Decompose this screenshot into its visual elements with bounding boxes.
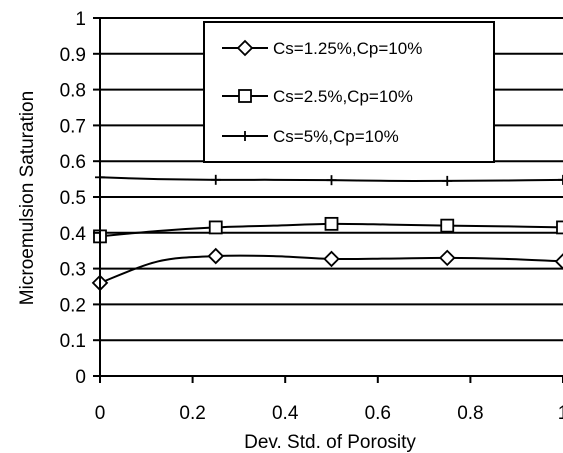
data-point [554, 253, 563, 270]
series-2 [93, 216, 563, 244]
legend-entry: Cs=2.5%,Cp=10% [222, 87, 413, 106]
axes [93, 17, 563, 383]
legend: Cs=1.25%,Cp=10% Cs=2.5%,Cp=10% Cs=5%,Cp=10… [203, 21, 495, 163]
y-tick-label: 0.7 [60, 116, 86, 137]
x-tick-label: 0 [95, 403, 106, 424]
y-tick-label: 0 [75, 367, 86, 388]
x-tick-label: 0.4 [272, 403, 299, 424]
legend-entry: Cs=1.25%,Cp=10% [222, 39, 422, 58]
legend-entries: Cs=1.25%,Cp=10% Cs=2.5%,Cp=10% Cs=5%,Cp=10… [222, 39, 422, 146]
legend-label: Cs=5%,Cp=10% [273, 127, 399, 146]
y-tick-label: 0.3 [60, 260, 86, 281]
data-point [438, 249, 456, 267]
series-3 [95, 172, 563, 186]
data-point [326, 175, 337, 186]
y-tick-label: 0.4 [60, 224, 87, 245]
y-tick-label: 0.2 [60, 295, 86, 316]
x-tick-label: 0.6 [365, 403, 391, 424]
legend-marker [238, 89, 252, 103]
legend-marker [240, 131, 250, 141]
legend-marker [236, 39, 254, 57]
y-tick-label: 1 [75, 9, 86, 30]
y-axis-title: Microemulsion Saturation [17, 91, 38, 305]
series-layer [91, 172, 563, 292]
data-point [556, 220, 563, 235]
data-point [207, 247, 225, 265]
y-tick-label: 0.9 [60, 45, 86, 66]
legend-box [203, 21, 495, 163]
data-point [558, 174, 563, 185]
x-tick-label: 0.2 [179, 403, 205, 424]
x-tick-label: 0.8 [457, 403, 483, 424]
data-point [324, 216, 339, 231]
y-tick-label: 0.6 [60, 152, 86, 173]
x-axis-title: Dev. Std. of Porosity [244, 432, 416, 453]
y-tick-label: 0.1 [60, 331, 86, 352]
data-point [440, 218, 455, 233]
tick-labels: 0 0.1 0.2 0.3 0.4 0.5 0.6 0.7 0.8 0.9 1 0 0.2 0.4 0.6 0… [60, 9, 563, 424]
x-tick-label: 1 [558, 403, 563, 424]
data-point [210, 174, 221, 185]
y-tick-label: 0.5 [60, 188, 86, 209]
data-point [442, 175, 453, 186]
legend-label: Cs=1.25%,Cp=10% [273, 39, 422, 58]
data-point [323, 250, 340, 268]
y-tick-label: 0.8 [60, 81, 86, 102]
legend-entry: Cs=5%,Cp=10% [222, 127, 399, 146]
legend-label: Cs=2.5%,Cp=10% [273, 87, 413, 106]
data-point [208, 220, 223, 235]
